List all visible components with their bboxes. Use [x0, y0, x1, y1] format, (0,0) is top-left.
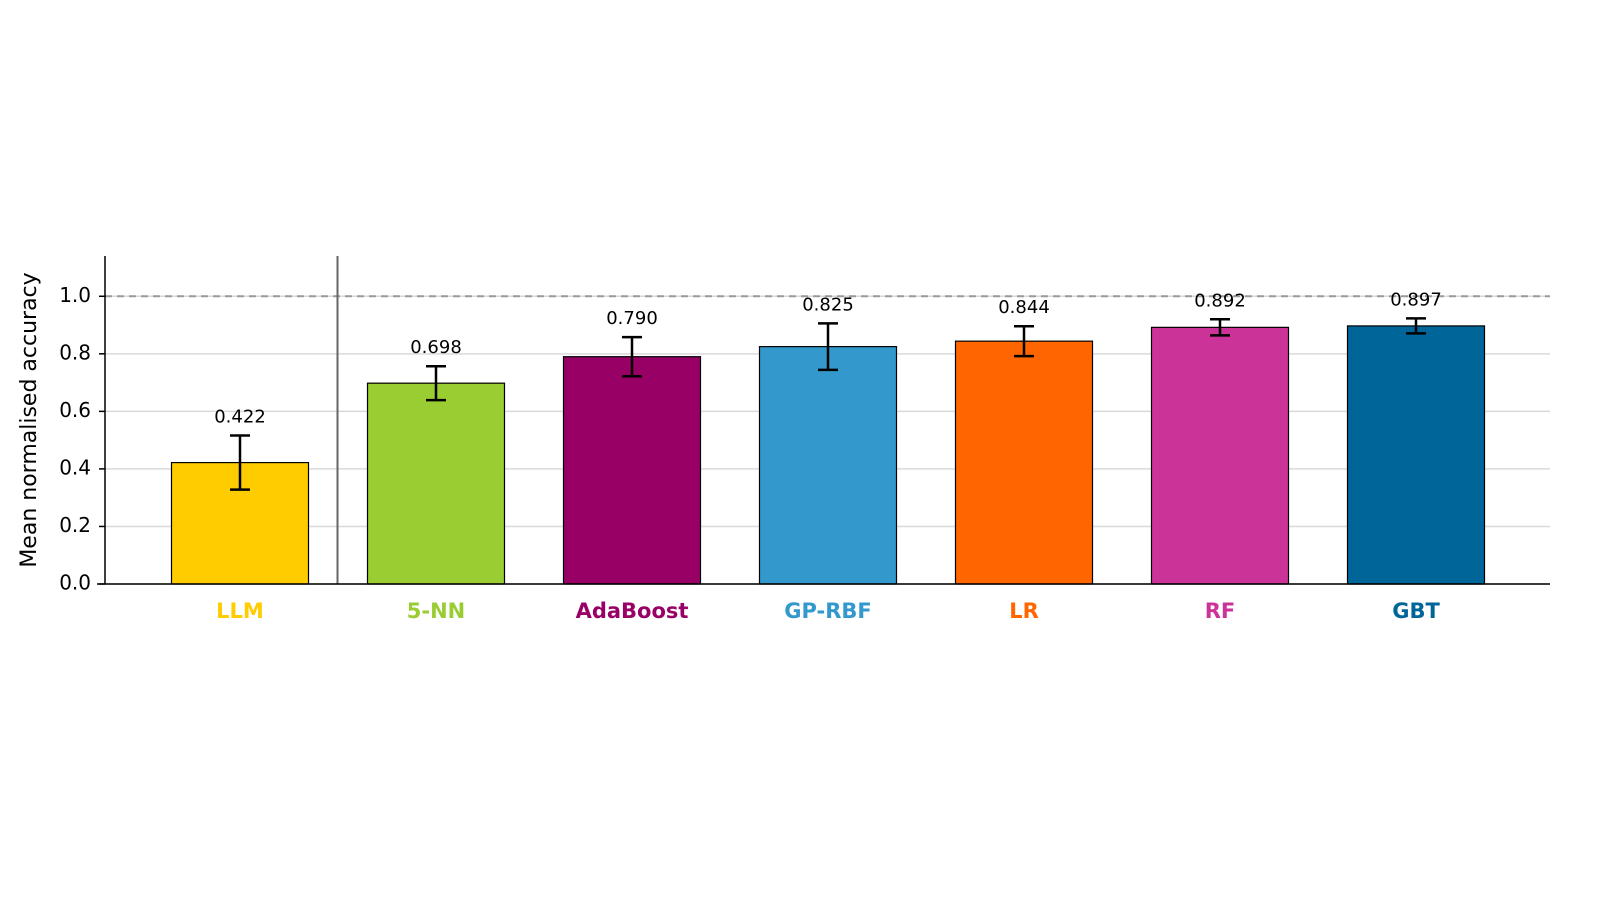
- x-tick-label: GBT: [1392, 599, 1440, 623]
- value-label: 0.844: [998, 297, 1050, 318]
- bar: [366, 382, 506, 585]
- value-label: 0.790: [606, 308, 658, 329]
- x-tick-label: GP-RBF: [784, 599, 872, 623]
- value-label: 0.698: [410, 337, 462, 358]
- x-tick-label: LLM: [216, 599, 264, 623]
- value-label: 0.825: [802, 294, 854, 315]
- bar: [562, 356, 702, 585]
- y-axis-label: Mean normalised accuracy: [17, 272, 42, 567]
- bar: [1150, 326, 1290, 585]
- bar: [758, 346, 898, 585]
- y-tick-label: 0.0: [59, 571, 91, 595]
- value-label: 0.892: [1194, 290, 1246, 311]
- x-tick-label: 5-NN: [407, 599, 465, 623]
- x-tick-label: RF: [1205, 599, 1236, 623]
- y-tick-label: 0.4: [59, 455, 91, 479]
- value-label: 0.897: [1390, 289, 1442, 310]
- y-tick-label: 0.8: [59, 340, 91, 364]
- y-tick-label: 0.2: [59, 513, 91, 537]
- x-tick-label: LR: [1009, 599, 1039, 623]
- y-tick-label: 1.0: [59, 283, 91, 307]
- x-tick-label: AdaBoost: [576, 599, 689, 623]
- y-tick-label: 0.6: [59, 398, 91, 422]
- value-label: 0.422: [214, 407, 266, 428]
- bar: [954, 340, 1094, 585]
- bar: [1346, 325, 1486, 585]
